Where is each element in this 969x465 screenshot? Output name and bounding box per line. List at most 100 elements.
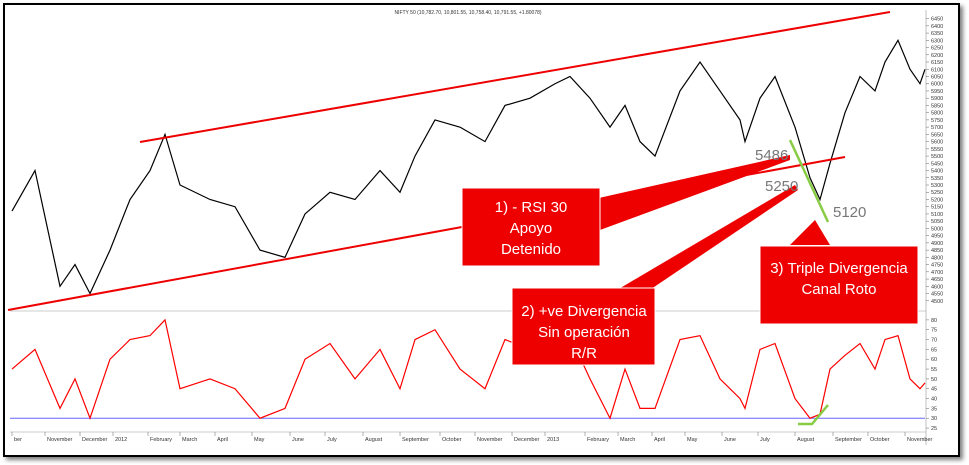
annotation-text: R/R bbox=[571, 345, 597, 362]
x-tick-label: ber bbox=[14, 437, 22, 443]
y-tick-label: 6200 bbox=[931, 53, 943, 59]
y-tick-label: 6000 bbox=[931, 82, 943, 88]
x-tick-label: November bbox=[477, 437, 503, 443]
x-tick-label: October bbox=[870, 437, 890, 443]
x-tick-label: April bbox=[217, 437, 228, 443]
y-tick-label: 5050 bbox=[931, 219, 943, 225]
x-tick-label: November bbox=[47, 437, 73, 443]
y-tick-label: 4850 bbox=[931, 248, 943, 254]
y-tick-label: 5900 bbox=[931, 96, 943, 102]
pointer-1 bbox=[590, 155, 790, 230]
annotation-text: 3) Triple Divergencia bbox=[770, 260, 908, 277]
y-tick-label: 6400 bbox=[931, 24, 943, 30]
annotation-text: Canal Roto bbox=[801, 281, 876, 298]
y-tick-label: 5950 bbox=[931, 89, 943, 95]
y-tick-label: 6300 bbox=[931, 38, 943, 44]
x-tick-label: September bbox=[402, 437, 429, 443]
y-tick-label: 5800 bbox=[931, 111, 943, 117]
series-line bbox=[11, 38, 926, 295]
y2-tick-label: 40 bbox=[931, 397, 937, 403]
y-tick-label: 5150 bbox=[931, 205, 943, 211]
annotation-box bbox=[511, 287, 656, 366]
y-tick-label: 5200 bbox=[931, 197, 943, 203]
y-tick-label: 5500 bbox=[931, 154, 943, 160]
y2-tick-label: 45 bbox=[931, 387, 937, 393]
x-tick-label: February bbox=[150, 437, 172, 443]
x-tick-label: March bbox=[182, 437, 197, 443]
pointer-2 bbox=[600, 185, 798, 310]
y-tick-label: 4500 bbox=[931, 299, 943, 305]
y-tick-label: 5350 bbox=[931, 176, 943, 182]
x-tick-label: December bbox=[82, 437, 108, 443]
annotation-text: Apoyo bbox=[510, 220, 553, 237]
y2-tick-label: 60 bbox=[931, 357, 937, 363]
x-tick-label: June bbox=[724, 437, 736, 443]
x-tick-label: July bbox=[327, 437, 337, 443]
y2-tick-label: 30 bbox=[931, 416, 937, 422]
y-tick-label: 5100 bbox=[931, 212, 943, 218]
annotation-text: Detenido bbox=[501, 241, 561, 258]
y-tick-label: 6450 bbox=[931, 17, 943, 23]
annotation-text: 1) - RSI 30 bbox=[495, 199, 568, 216]
y-tick-label: 4900 bbox=[931, 241, 943, 247]
channel-upper bbox=[139, 11, 891, 143]
chart-title: NIFTY 50 (10,782.70, 10,801.55, 10,758.4… bbox=[394, 10, 541, 16]
break-line bbox=[788, 139, 830, 223]
annotation-box bbox=[461, 187, 601, 267]
x-tick-label: September bbox=[835, 437, 862, 443]
y-tick-label: 5600 bbox=[931, 140, 943, 146]
y-tick-label: 5700 bbox=[931, 125, 943, 131]
x-tick-label: August bbox=[365, 437, 383, 443]
x-tick-label: December bbox=[514, 437, 540, 443]
y-tick-label: 6050 bbox=[931, 74, 943, 80]
x-tick-label: April bbox=[654, 437, 665, 443]
pointer-3 bbox=[790, 220, 830, 245]
x-tick-label: November bbox=[907, 437, 933, 443]
y2-tick-label: 50 bbox=[931, 377, 937, 383]
y-tick-label: 5750 bbox=[931, 118, 943, 124]
x-tick-label: May bbox=[254, 437, 265, 443]
level-label: 5486 bbox=[755, 147, 788, 164]
y2-tick-label: 75 bbox=[931, 328, 937, 334]
annotation-box bbox=[759, 245, 919, 325]
y-tick-label: 5400 bbox=[931, 169, 943, 175]
x-tick-label: October bbox=[442, 437, 462, 443]
x-tick-label: March bbox=[620, 437, 635, 443]
y-tick-label: 4600 bbox=[931, 284, 943, 290]
y-tick-label: 5650 bbox=[931, 132, 943, 138]
y-tick-label: 5250 bbox=[931, 190, 943, 196]
annotation-text: Sin operación bbox=[538, 324, 630, 341]
y2-tick-label: 55 bbox=[931, 367, 937, 373]
y2-tick-label: 25 bbox=[931, 426, 937, 432]
y-tick-label: 4750 bbox=[931, 263, 943, 269]
x-tick-label: February bbox=[587, 437, 609, 443]
y-tick-label: 5000 bbox=[931, 226, 943, 232]
y2-tick-label: 35 bbox=[931, 406, 937, 412]
y-tick-label: 4550 bbox=[931, 292, 943, 298]
y-tick-label: 4650 bbox=[931, 277, 943, 283]
y-tick-label: 5450 bbox=[931, 161, 943, 167]
level-label: 5250 bbox=[765, 178, 798, 195]
y-tick-label: 6350 bbox=[931, 31, 943, 37]
plot: 4500455046004650470047504800485049004950… bbox=[10, 17, 943, 443]
y-tick-label: 6100 bbox=[931, 67, 943, 73]
x-tick-label: June bbox=[292, 437, 304, 443]
y-tick-label: 4700 bbox=[931, 270, 943, 276]
y-tick-label: 5850 bbox=[931, 103, 943, 109]
y-tick-label: 5550 bbox=[931, 147, 943, 153]
x-tick-label: May bbox=[687, 437, 698, 443]
y-tick-label: 4800 bbox=[931, 255, 943, 261]
y-tick-label: 5300 bbox=[931, 183, 943, 189]
level-label: 5120 bbox=[833, 204, 866, 221]
annotation-text: 2) +ve Divergencia bbox=[521, 303, 647, 320]
x-tick-label: July bbox=[760, 437, 770, 443]
y-tick-label: 6150 bbox=[931, 60, 943, 66]
x-tick-label: 2012 bbox=[115, 437, 127, 443]
x-tick-label: 2013 bbox=[547, 437, 559, 443]
y2-tick-label: 80 bbox=[931, 318, 937, 324]
y-tick-label: 6250 bbox=[931, 46, 943, 52]
y2-tick-label: 70 bbox=[931, 338, 937, 344]
y-tick-label: 4950 bbox=[931, 234, 943, 240]
rsi-divergence bbox=[798, 404, 829, 426]
